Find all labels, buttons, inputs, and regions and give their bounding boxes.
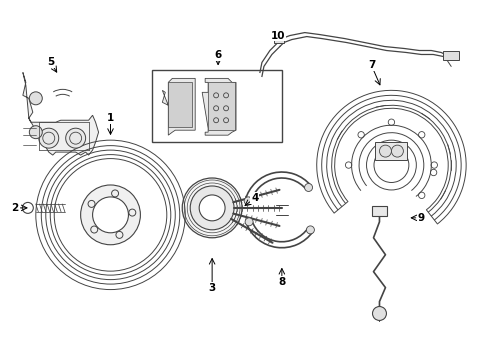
- Circle shape: [244, 218, 253, 226]
- Text: 10: 10: [270, 31, 285, 41]
- Circle shape: [182, 178, 242, 238]
- Bar: [273, 37, 283, 42]
- Bar: [152, 71, 281, 142]
- Text: 3: 3: [208, 283, 215, 293]
- Polygon shape: [202, 78, 236, 135]
- Circle shape: [190, 186, 234, 230]
- Circle shape: [244, 197, 252, 205]
- Text: 5: 5: [47, 58, 54, 67]
- Bar: [371, 206, 386, 216]
- Circle shape: [379, 145, 390, 157]
- Circle shape: [39, 128, 59, 148]
- Circle shape: [390, 145, 403, 157]
- Circle shape: [306, 226, 314, 234]
- Circle shape: [199, 195, 224, 221]
- Circle shape: [304, 184, 312, 192]
- Circle shape: [81, 185, 140, 245]
- Polygon shape: [168, 82, 192, 127]
- Text: 9: 9: [417, 213, 424, 223]
- Polygon shape: [23, 72, 99, 155]
- Polygon shape: [162, 78, 195, 135]
- Circle shape: [29, 92, 42, 105]
- Text: 8: 8: [278, 276, 285, 287]
- Circle shape: [372, 306, 386, 320]
- Text: 7: 7: [367, 60, 374, 71]
- Polygon shape: [208, 82, 235, 130]
- Circle shape: [65, 128, 85, 148]
- Text: 2: 2: [11, 203, 19, 213]
- Text: 1: 1: [107, 113, 114, 123]
- Bar: [375, 142, 407, 160]
- Bar: [442, 50, 458, 60]
- Text: 6: 6: [214, 50, 221, 60]
- Circle shape: [29, 126, 42, 139]
- Circle shape: [92, 197, 128, 233]
- Text: 4: 4: [251, 193, 258, 203]
